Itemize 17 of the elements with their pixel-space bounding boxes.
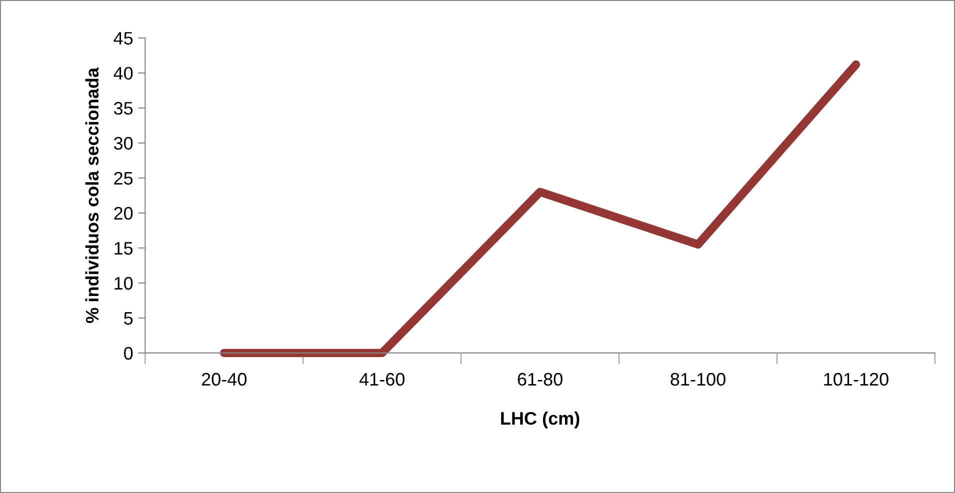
y-tick-label: 40 [114, 66, 133, 80]
y-axis-title: % individuos cola seccionada [85, 67, 99, 323]
y-tick-label: 5 [124, 312, 133, 325]
x-tick-label: 61-80 [518, 372, 562, 386]
y-tick-label: 30 [114, 136, 133, 150]
x-tick-label: 101-120 [824, 372, 888, 386]
x-axis-title: LHC (cm) [501, 411, 580, 428]
y-tick-label: 35 [114, 102, 133, 115]
y-tick-label: 15 [114, 242, 133, 255]
x-tick-label: 41-60 [359, 372, 404, 386]
y-tick-label: 10 [114, 276, 133, 290]
y-tick-label: 25 [114, 172, 133, 185]
y-tick-label: 0 [124, 346, 133, 360]
x-tick-label: 20-40 [202, 372, 247, 386]
y-tick-label: 20 [114, 206, 133, 220]
y-tick-label: 45 [114, 32, 133, 45]
x-tick-label: 81-100 [670, 372, 726, 386]
